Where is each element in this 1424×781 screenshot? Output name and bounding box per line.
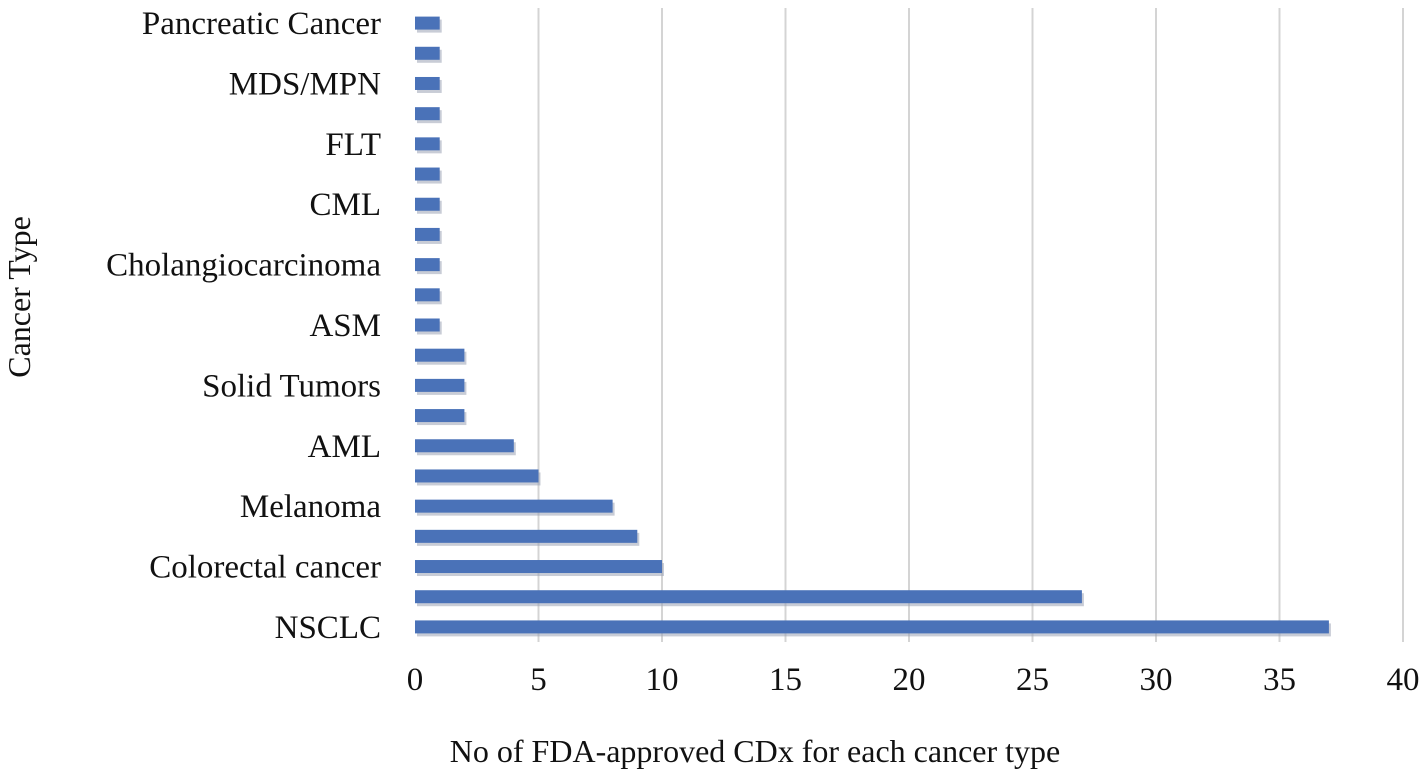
x-tick-label: 20 xyxy=(893,662,926,698)
x-tick-label: 40 xyxy=(1387,662,1420,698)
bar xyxy=(415,348,465,362)
bar xyxy=(415,590,1082,604)
bar xyxy=(415,167,440,181)
bar xyxy=(415,288,440,302)
x-tick-label: 0 xyxy=(407,662,424,698)
x-tick-label: 35 xyxy=(1263,662,1296,698)
category-label: Cholangiocarcinoma xyxy=(106,248,381,284)
y-axis-title: Cancer Type xyxy=(1,216,37,378)
x-tick-labels: 0 5 10 15 20 25 30 35 40 xyxy=(407,662,1420,698)
bar xyxy=(415,529,638,543)
bar xyxy=(415,469,539,483)
bar xyxy=(415,46,440,60)
bar xyxy=(415,560,662,574)
category-label: Melanoma xyxy=(240,489,381,525)
category-label: FLT xyxy=(325,127,381,163)
bar xyxy=(415,107,440,121)
bars xyxy=(415,16,1331,637)
bar xyxy=(415,318,440,332)
x-axis-title: No of FDA-approved CDx for each cancer t… xyxy=(450,733,1060,769)
category-label: ASM xyxy=(309,308,381,344)
x-tick-label: 10 xyxy=(646,662,679,698)
bar xyxy=(415,378,465,392)
bar xyxy=(415,620,1329,634)
bar xyxy=(415,197,440,211)
bar xyxy=(415,258,440,272)
bar xyxy=(415,439,514,453)
category-label: Solid Tumors xyxy=(202,368,381,404)
bar xyxy=(415,137,440,151)
category-label: AML xyxy=(308,429,381,465)
bar xyxy=(415,409,465,423)
category-label: NSCLC xyxy=(275,610,381,646)
x-tick-label: 30 xyxy=(1140,662,1173,698)
x-tick-label: 25 xyxy=(1016,662,1049,698)
x-tick-label: 15 xyxy=(769,662,802,698)
category-label: Pancreatic Cancer xyxy=(142,6,381,42)
category-labels: Pancreatic Cancer MDS/MPN FLT CML Cholangioc… xyxy=(106,6,381,646)
category-label: CML xyxy=(309,187,381,223)
gridlines xyxy=(537,8,1404,642)
x-tick-label: 5 xyxy=(530,662,547,698)
bar xyxy=(415,16,440,30)
bar xyxy=(415,499,613,513)
bar xyxy=(415,76,440,90)
category-label: Colorectal cancer xyxy=(149,550,381,586)
bar xyxy=(415,227,440,241)
category-label: MDS/MPN xyxy=(229,66,381,102)
